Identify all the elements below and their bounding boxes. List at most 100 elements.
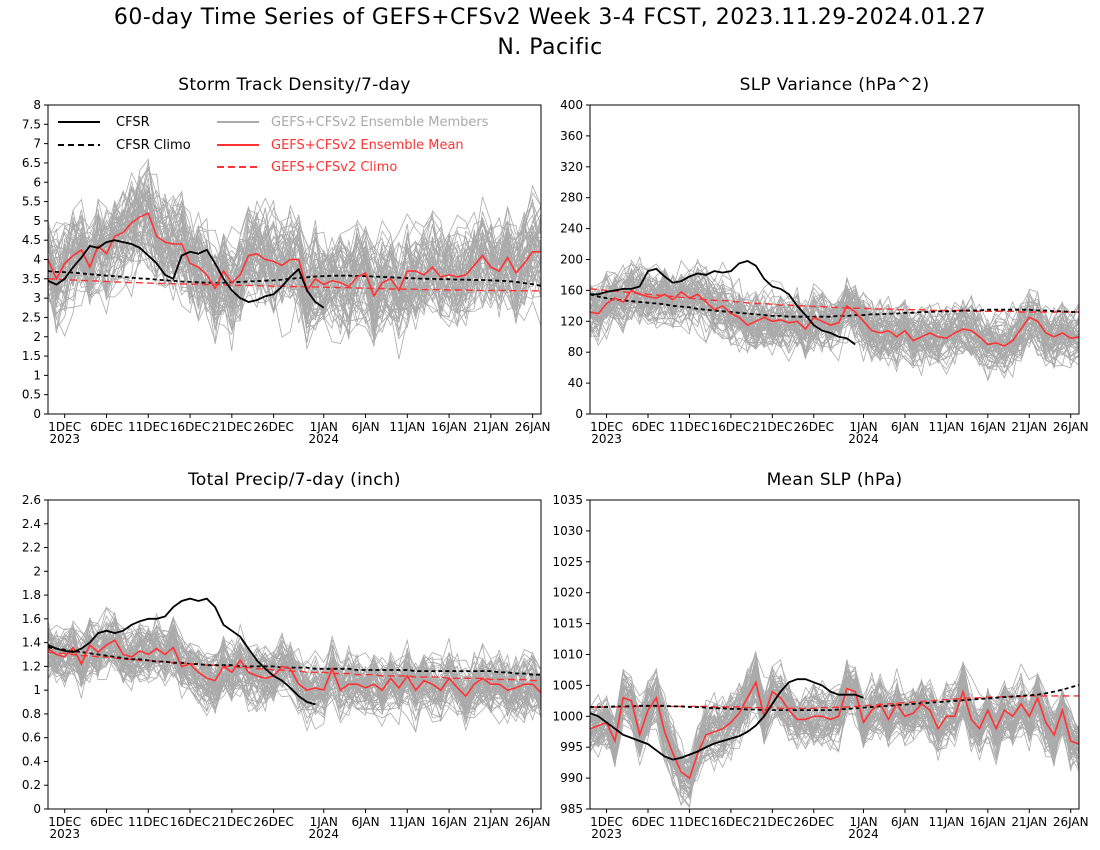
ensemble-member-line [590, 278, 1079, 365]
x-tick-label: 6JAN [351, 420, 379, 434]
x-tick-label: 1DEC [48, 815, 81, 829]
x-tick-label: 1DEC [590, 420, 623, 434]
x-tick-label: 1JAN [849, 420, 877, 434]
cfsr-line [590, 678, 864, 761]
x-tick-label: 26DEC [253, 815, 293, 829]
gefs-climo-line [590, 288, 1079, 313]
x-tick-label: 11JAN [389, 815, 425, 829]
ensemble-member-line [590, 669, 1079, 806]
y-tick-label: 400 [560, 98, 583, 112]
ensemble-member-line [590, 278, 1079, 359]
x-tick-label: 6JAN [891, 420, 919, 434]
y-tick-label: 1015 [552, 617, 583, 631]
x-tick-label: 11DEC [128, 815, 168, 829]
y-tick-label: 2.5 [22, 310, 41, 324]
x-tick-label: 1DEC [590, 815, 623, 829]
x-tick-label: 21JAN [473, 815, 509, 829]
panel-title-slp-variance: SLP Variance (hPa^2) [739, 75, 930, 95]
x-tick-label: 16DEC [170, 815, 210, 829]
ensemble-members [48, 158, 541, 360]
x-tick-label: 6JAN [891, 815, 919, 829]
ensemble-members [590, 651, 1079, 809]
x-tick-label: 11JAN [389, 420, 425, 434]
x-tick-label: 6DEC [90, 420, 123, 434]
x-tick-label: 21DEC [212, 420, 252, 434]
ensemble-member-line [590, 670, 1079, 789]
y-tick-label: 1000 [552, 709, 583, 723]
y-tick-label: 2.6 [22, 493, 41, 507]
x-tick-label: 6DEC [632, 815, 665, 829]
y-tick-label: 4 [33, 253, 41, 267]
x-tick-label: 11DEC [669, 420, 709, 434]
ensemble-member-line [48, 615, 541, 720]
y-tick-label: 5 [33, 214, 41, 228]
ensemble-member-line [590, 672, 1079, 791]
x-tick-label: 6DEC [632, 420, 665, 434]
panel-title-total-precip: Total Precip/7-day (inch) [188, 470, 401, 490]
x-year-label: 2023 [49, 432, 80, 446]
ensemble-member-line [48, 629, 541, 716]
y-tick-label: 1.6 [22, 612, 41, 626]
x-tick-label: 16JAN [970, 420, 1006, 434]
cfsr-climo-line [590, 683, 1079, 711]
chart-title: 60-day Time Series of GEFS+CFSv2 Week 3-… [113, 5, 987, 30]
y-tick-label: 5.5 [22, 195, 41, 209]
ensemble-member-line [48, 161, 541, 307]
legend: CFSR CFSR Climo GEFS+CFSv2 Ensemble Memb… [58, 115, 489, 175]
x-tick-label: 26JAN [515, 420, 551, 434]
y-tick-label: 360 [560, 129, 583, 143]
plot-frame [589, 499, 1080, 810]
x-tick-label: 21JAN [1011, 420, 1047, 434]
ensemble-member-line [48, 187, 541, 327]
x-tick-label: 1DEC [48, 420, 81, 434]
x-tick-label: 16JAN [970, 815, 1006, 829]
ensemble-member-line [590, 276, 1079, 369]
x-tick-label: 16DEC [170, 420, 210, 434]
y-tick-label: 1020 [552, 586, 583, 600]
x-tick-label: 6JAN [351, 815, 379, 829]
x-year-label: 2023 [49, 827, 80, 841]
cfsr-line [48, 239, 325, 309]
x-tick-label: 21DEC [752, 420, 792, 434]
y-tick-label: 0.6 [22, 731, 41, 745]
y-tick-label: 3.5 [22, 272, 41, 286]
gefs-climo-line [48, 278, 541, 292]
y-tick-label: 0.2 [22, 778, 41, 792]
y-tick-label: 320 [560, 160, 583, 174]
y-tick-label: 160 [560, 283, 583, 297]
ensemble-member-line [590, 659, 1079, 776]
ensemble-member-line [590, 659, 1079, 785]
gefs-climo-line [48, 651, 541, 682]
x-year-label: 2024 [308, 432, 339, 446]
y-tick-label: 6 [33, 175, 41, 189]
x-tick-label: 11JAN [928, 420, 964, 434]
x-tick-label: 16JAN [431, 815, 467, 829]
y-tick-label: 7.5 [22, 117, 41, 131]
x-year-label: 2023 [591, 827, 622, 841]
panel-storm-track: 0 0.5 1 1.5 2 2.5 3 3.5 4 4.5 5 5.5 6 6.5 7 7.5 8 1DEC 6DE… [22, 98, 551, 446]
x-tick-label: 11DEC [669, 815, 709, 829]
ensemble-member-line [48, 189, 541, 327]
legend-label-gefs-climo: GEFS+CFSv2 Climo [271, 160, 397, 175]
ensemble-member-line [590, 676, 1079, 767]
legend-label-mean: GEFS+CFSv2 Ensemble Mean [271, 138, 464, 153]
x-tick-label: 11DEC [128, 420, 168, 434]
x-tick-label: 16DEC [711, 420, 751, 434]
ensemble-member-line [590, 287, 1079, 375]
y-tick-label: 2 [33, 564, 41, 578]
cfsr-line [590, 260, 856, 346]
y-tick-label: 3 [33, 291, 41, 305]
x-tick-label: 21JAN [473, 420, 509, 434]
y-tick-label: 985 [560, 802, 583, 816]
panel-slp-variance: 0 40 80 120 160 200 240 280 320 360 400 1DEC 6DEC 11D… [560, 98, 1089, 446]
y-tick-label: 240 [560, 222, 583, 236]
panel-mean-slp: 985 990 995 1000 1005 1010 1015 1020 1025 1030 103… [552, 493, 1088, 841]
panel-title-mean-slp: Mean SLP (hPa) [766, 470, 903, 490]
y-tick-label: 200 [560, 253, 583, 267]
x-year-label: 2024 [848, 827, 879, 841]
y-tick-label: 0.4 [22, 754, 41, 768]
panel-total-precip: 0 0.2 0.4 0.6 0.8 1 1.2 1.4 1.6 1.8 2 2.2 2.4 2.6 1DEC… [22, 493, 551, 841]
ensemble-members [48, 606, 541, 733]
ensemble-member-line [48, 235, 541, 337]
x-year-label: 2024 [848, 432, 879, 446]
